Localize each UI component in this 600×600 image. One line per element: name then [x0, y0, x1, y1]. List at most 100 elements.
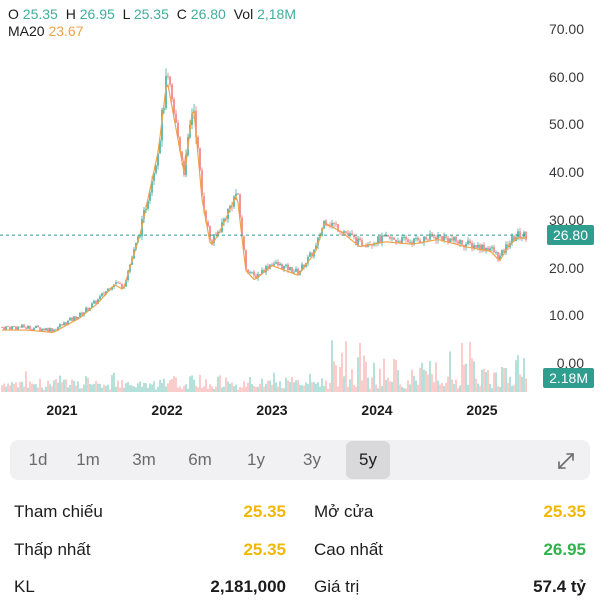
volume-bar — [305, 382, 307, 392]
candle-body — [15, 326, 17, 330]
candle-body — [453, 236, 455, 241]
candle-body — [261, 270, 263, 275]
tab-1y[interactable]: 1y — [247, 450, 265, 469]
volume-bar — [251, 384, 253, 392]
candle-body — [43, 328, 45, 331]
candle-body — [99, 296, 101, 300]
candle-body — [197, 137, 199, 149]
candle-body — [477, 244, 479, 248]
volume-bar — [185, 384, 187, 392]
candle-body — [21, 324, 23, 328]
volume-bar — [439, 384, 441, 392]
volume-bar — [291, 377, 293, 392]
candle-body — [85, 307, 87, 313]
volume-bar — [211, 386, 213, 392]
candle-body — [93, 300, 95, 304]
volume-bar — [235, 384, 237, 392]
candle-body — [5, 326, 7, 330]
candle-body — [407, 239, 409, 243]
price-chart[interactable] — [0, 0, 600, 430]
tab-5y[interactable]: 5y — [346, 441, 390, 479]
volume-bar — [13, 383, 15, 392]
candle-body — [177, 122, 179, 138]
candle-body — [155, 165, 157, 173]
x-tick-label: 2025 — [466, 402, 498, 418]
volume-bar — [327, 388, 329, 392]
candle-body — [295, 268, 297, 272]
volume-bar — [465, 363, 467, 392]
candle-body — [147, 200, 149, 209]
candle-body — [505, 244, 507, 253]
volume-bar — [357, 357, 359, 392]
x-tick-label: 2023 — [256, 402, 288, 418]
candle-body — [243, 236, 245, 251]
open-value: 25.35 — [22, 6, 58, 22]
tab-6m[interactable]: 6m — [188, 450, 212, 469]
stat-tham-chieu: Tham chiếu 25.35 — [14, 502, 286, 522]
volume-bar — [497, 386, 499, 392]
candle-body — [481, 244, 483, 251]
volume-bar — [147, 387, 149, 392]
candle-body — [309, 252, 311, 257]
volume-bar — [57, 382, 59, 392]
tab-1d[interactable]: 1d — [28, 450, 48, 469]
volume-bar — [63, 379, 65, 392]
volume-bar — [365, 361, 367, 392]
tab-3y[interactable]: 3y — [303, 450, 321, 469]
candle-body — [25, 327, 27, 329]
candle-body — [365, 246, 367, 247]
volume-bar — [415, 380, 417, 392]
volume-bar — [519, 374, 521, 392]
candle-body — [473, 245, 475, 249]
volume-bar — [95, 380, 97, 392]
y-tick-label: 40.00 — [548, 164, 584, 181]
volume-bar — [417, 384, 419, 392]
expand-icon[interactable] — [556, 451, 576, 471]
volume-bar — [269, 380, 271, 392]
y-tick-label: 0.00 — [556, 355, 584, 371]
tab-1m[interactable]: 1m — [76, 450, 100, 469]
candle-body — [403, 236, 405, 238]
volume-bar — [349, 379, 351, 392]
candle-body — [41, 328, 43, 331]
candle-body — [7, 326, 9, 328]
volume-bar — [181, 388, 183, 392]
candle-body — [297, 268, 299, 275]
volume-bar — [287, 380, 289, 392]
candle-body — [317, 237, 319, 246]
candle-body — [301, 264, 303, 271]
volume-bar — [429, 360, 431, 392]
candle-body — [293, 271, 295, 273]
candle-body — [91, 303, 93, 308]
candle-body — [49, 328, 51, 332]
volume-bar — [387, 377, 389, 392]
candle-body — [277, 262, 279, 266]
volume-bar — [257, 386, 259, 392]
volume-bar — [227, 381, 229, 392]
volume-bar — [501, 366, 503, 392]
ma20-line — [2, 83, 526, 333]
candle-body — [519, 231, 521, 239]
candle-body — [159, 140, 161, 154]
candle-body — [53, 329, 55, 332]
candle-body — [17, 326, 19, 330]
volume-bar — [401, 386, 403, 392]
candle-body — [267, 266, 269, 269]
current-price-badge: 26.80 — [546, 225, 594, 246]
candle-body — [151, 180, 153, 193]
volume-bar — [355, 386, 357, 392]
candle-body — [501, 250, 503, 256]
candle-body — [461, 240, 463, 246]
volume-bar — [5, 386, 7, 392]
volume-bar — [263, 386, 265, 392]
volume-bar — [359, 342, 361, 392]
candle-body — [499, 255, 501, 260]
volume-bar — [197, 387, 199, 392]
volume-bar — [443, 386, 445, 392]
volume-bar — [25, 371, 27, 392]
volume-bar — [41, 387, 43, 392]
volume-bar — [283, 388, 285, 392]
volume-bar — [99, 383, 101, 392]
tab-3m[interactable]: 3m — [132, 450, 156, 469]
candle-body — [71, 317, 73, 321]
